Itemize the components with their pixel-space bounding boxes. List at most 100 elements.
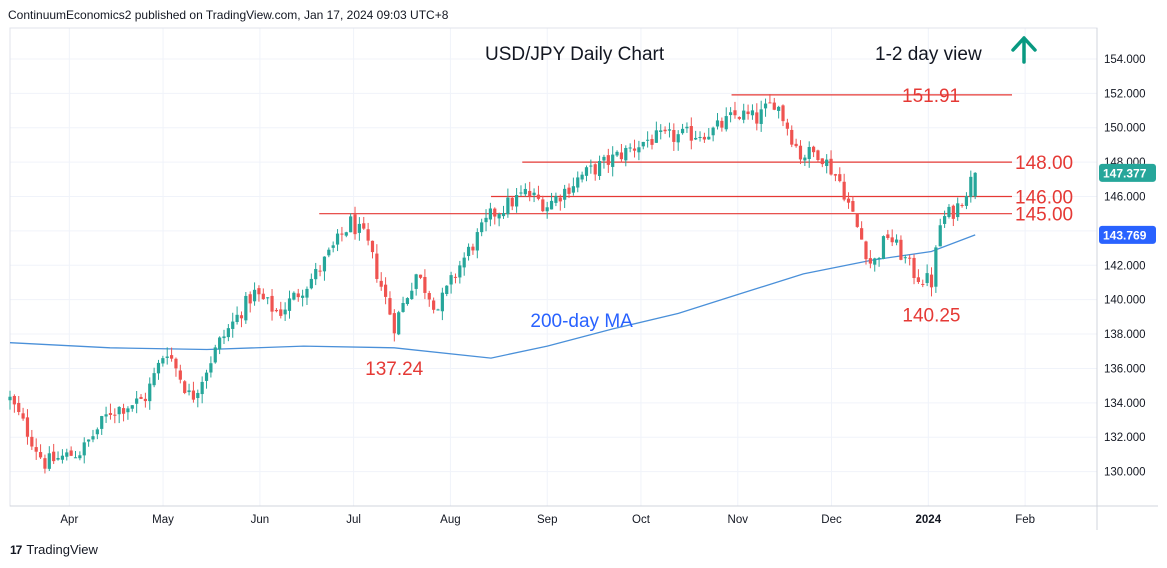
candle-body bbox=[60, 455, 65, 460]
x-tick-label: Dec bbox=[821, 514, 842, 526]
candle-body bbox=[30, 436, 34, 447]
candle-body bbox=[301, 295, 305, 298]
candle-body bbox=[174, 358, 178, 369]
candle-body bbox=[244, 295, 248, 321]
candle-body bbox=[200, 381, 204, 395]
candle-body bbox=[108, 413, 113, 415]
candle-body bbox=[947, 206, 951, 217]
candle-body bbox=[667, 129, 672, 131]
x-tick-label: Jun bbox=[251, 514, 270, 526]
candle-body bbox=[549, 200, 554, 210]
tradingview-logo-icon: 17 bbox=[10, 542, 22, 557]
candle-body bbox=[663, 129, 667, 132]
candle-body bbox=[414, 274, 418, 289]
candle-body bbox=[418, 274, 423, 278]
candle-body bbox=[248, 294, 252, 304]
candle-body bbox=[43, 458, 47, 469]
y-tick-label: 130.000 bbox=[1104, 467, 1146, 479]
level-label: 148.00 bbox=[1015, 153, 1073, 174]
candle-body bbox=[401, 302, 405, 312]
candle-body bbox=[113, 414, 117, 416]
candle-body bbox=[292, 292, 296, 300]
candle-body bbox=[204, 372, 209, 381]
candle-body bbox=[523, 188, 527, 195]
candle-body bbox=[528, 190, 532, 197]
y-tick-label: 138.000 bbox=[1104, 329, 1146, 341]
candle-body bbox=[707, 136, 711, 140]
candle-body bbox=[685, 126, 689, 129]
candle-body bbox=[680, 128, 685, 134]
candle-body bbox=[152, 373, 156, 386]
candle-body bbox=[397, 312, 401, 335]
candle-body bbox=[711, 127, 715, 136]
candle-body bbox=[47, 453, 51, 469]
candle-body bbox=[178, 370, 182, 380]
candle-body bbox=[231, 321, 235, 329]
candle-body bbox=[423, 276, 427, 293]
candle-body bbox=[641, 141, 645, 147]
candle-body bbox=[855, 213, 859, 227]
candle-body bbox=[772, 102, 776, 110]
candle-body bbox=[715, 120, 720, 127]
candle-body bbox=[532, 192, 536, 196]
candle-body bbox=[506, 197, 510, 215]
candle-body bbox=[296, 293, 300, 298]
candle-body bbox=[78, 455, 82, 459]
candle-body bbox=[480, 222, 484, 233]
candle-body bbox=[73, 457, 78, 459]
candle-body bbox=[733, 110, 737, 116]
candle-body bbox=[436, 309, 440, 311]
candle-body bbox=[860, 228, 864, 240]
candle-body bbox=[187, 390, 191, 393]
candle-body bbox=[466, 246, 471, 257]
candle-body bbox=[183, 381, 187, 393]
candle-body bbox=[615, 151, 619, 156]
candle-body bbox=[38, 452, 43, 458]
x-tick-label: Nov bbox=[728, 514, 749, 526]
candle-body bbox=[593, 164, 597, 175]
candle-body bbox=[143, 398, 147, 402]
candle-body bbox=[960, 204, 964, 207]
candle-body bbox=[322, 256, 327, 272]
candle-body bbox=[720, 120, 724, 128]
candle-body bbox=[624, 147, 628, 161]
candle-body bbox=[768, 102, 772, 104]
candle-body bbox=[191, 390, 196, 400]
candle-body bbox=[34, 447, 38, 452]
chart-axes: 130.000 132.000 134.000 136.000 138.000 140.0… bbox=[9, 27, 1158, 530]
candle-body bbox=[602, 156, 606, 161]
candle-body bbox=[790, 129, 794, 145]
candle-body bbox=[52, 451, 56, 462]
candle-body bbox=[392, 313, 396, 334]
candle-body bbox=[139, 396, 143, 399]
candle-body bbox=[964, 196, 969, 206]
candle-body bbox=[370, 240, 375, 253]
candle-body bbox=[126, 408, 130, 413]
chart-title: USD/JPY Daily Chart bbox=[485, 44, 665, 65]
tradingview-footer[interactable]: 17 TradingView bbox=[10, 542, 98, 557]
candle-body bbox=[838, 174, 842, 182]
candle-body bbox=[702, 136, 707, 140]
candlestick-series bbox=[8, 94, 977, 474]
candle-body bbox=[943, 216, 947, 224]
candle-body bbox=[449, 275, 453, 285]
candle-body bbox=[628, 147, 632, 149]
up-arrow-icon bbox=[1011, 36, 1037, 64]
candle-body bbox=[239, 315, 244, 319]
price-tag-label: 143.769 bbox=[1103, 228, 1147, 242]
candle-body bbox=[777, 106, 781, 111]
candle-body bbox=[213, 347, 217, 363]
view-label: 1-2 day view bbox=[875, 44, 982, 65]
candle-body bbox=[763, 103, 768, 109]
candle-body bbox=[541, 199, 545, 212]
candle-body bbox=[331, 245, 335, 248]
candle-body bbox=[811, 146, 816, 153]
candle-body bbox=[270, 295, 274, 312]
candle-body bbox=[619, 152, 624, 160]
y-tick-label: 132.000 bbox=[1104, 432, 1146, 444]
price-tag-bg bbox=[1099, 163, 1156, 182]
candle-body bbox=[873, 258, 877, 265]
candle-body bbox=[698, 136, 702, 138]
